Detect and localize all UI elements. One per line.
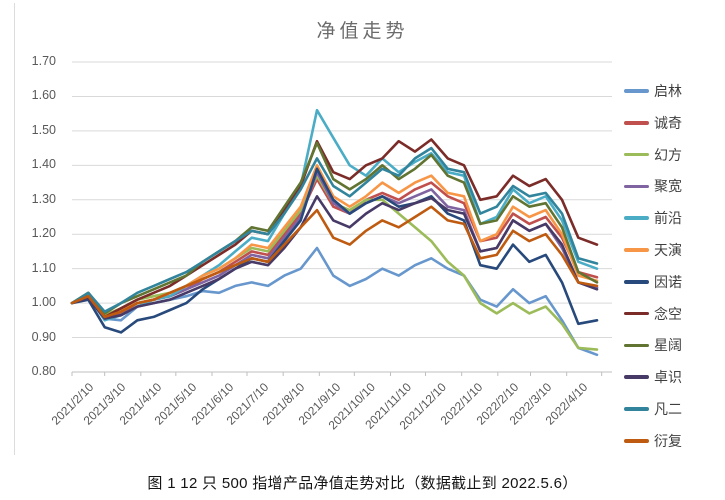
legend-label: 前沿 [654, 210, 682, 227]
legend-label: 念空 [654, 305, 682, 322]
legend-item: 幻方 [624, 147, 682, 163]
legend-line-swatch [624, 248, 649, 252]
y-axis-tick-label: 1.20 [31, 226, 56, 241]
legend-item: 念空 [624, 306, 682, 322]
chart-title: 净值走势 [316, 20, 409, 42]
legend-item: 启林 [624, 83, 682, 99]
legend-line-swatch [624, 216, 649, 220]
legend-line-swatch [624, 439, 649, 443]
legend-item: 衍复 [624, 433, 682, 449]
series-line-10 [70, 146, 599, 314]
legend-label: 天演 [654, 242, 682, 258]
y-axis-tick-label: 1.00 [31, 295, 56, 310]
figure-left-border [14, 3, 15, 455]
legend-label: 聚宽 [654, 178, 682, 195]
legend-line-swatch [624, 89, 649, 93]
y-axis-tick-label: 0.90 [31, 329, 56, 344]
legend-label: 幻方 [654, 146, 682, 163]
legend-line-swatch [624, 311, 649, 316]
y-axis-tick-label: 1.50 [31, 122, 56, 137]
legend-item: 星阔 [624, 337, 682, 353]
y-axis-tick-label: 1.40 [31, 157, 56, 172]
series-line-7 [70, 138, 599, 319]
legend-label: 因诺 [654, 273, 682, 290]
figure-caption: 图 1 12 只 500 指增产品净值走势对比（数据截止到 2022.5.6） [147, 475, 578, 492]
legend-line-swatch [624, 280, 649, 284]
legend-item: 诚奇 [624, 115, 682, 131]
y-axis-tick-label: 1.60 [31, 88, 56, 103]
legend-item: 前沿 [624, 210, 682, 226]
legend-label: 星阔 [654, 337, 682, 354]
y-axis-tick-label: 1.10 [31, 260, 56, 275]
legend-item: 聚宽 [624, 178, 682, 194]
legend-line-swatch [624, 343, 649, 348]
legend-label: 启林 [654, 83, 682, 99]
legend-label: 卓识 [654, 369, 682, 386]
legend-label: 诚奇 [654, 114, 682, 131]
series-line-4 [70, 108, 599, 322]
legend-item: 凡二 [624, 401, 682, 417]
legend-label: 凡二 [654, 401, 682, 417]
y-axis-tick-label: 0.80 [31, 364, 56, 378]
legend-line-swatch [624, 121, 649, 125]
y-axis-tick-label: 1.30 [31, 191, 56, 206]
legend-line-swatch [624, 375, 649, 379]
legend-item: 天演 [624, 242, 682, 258]
series-line-6 [70, 167, 599, 334]
series-line-11 [70, 205, 599, 319]
legend-line-swatch [624, 407, 649, 411]
legend-item: 因诺 [624, 274, 682, 290]
y-axis-tick-label: 1.70 [31, 54, 56, 68]
legend-line-swatch [624, 152, 649, 157]
series-line-9 [70, 195, 599, 320]
legend-label: 衍复 [654, 432, 682, 449]
legend-item: 卓识 [624, 369, 682, 385]
series-line-8 [70, 141, 599, 315]
legend-line-swatch [624, 184, 649, 189]
